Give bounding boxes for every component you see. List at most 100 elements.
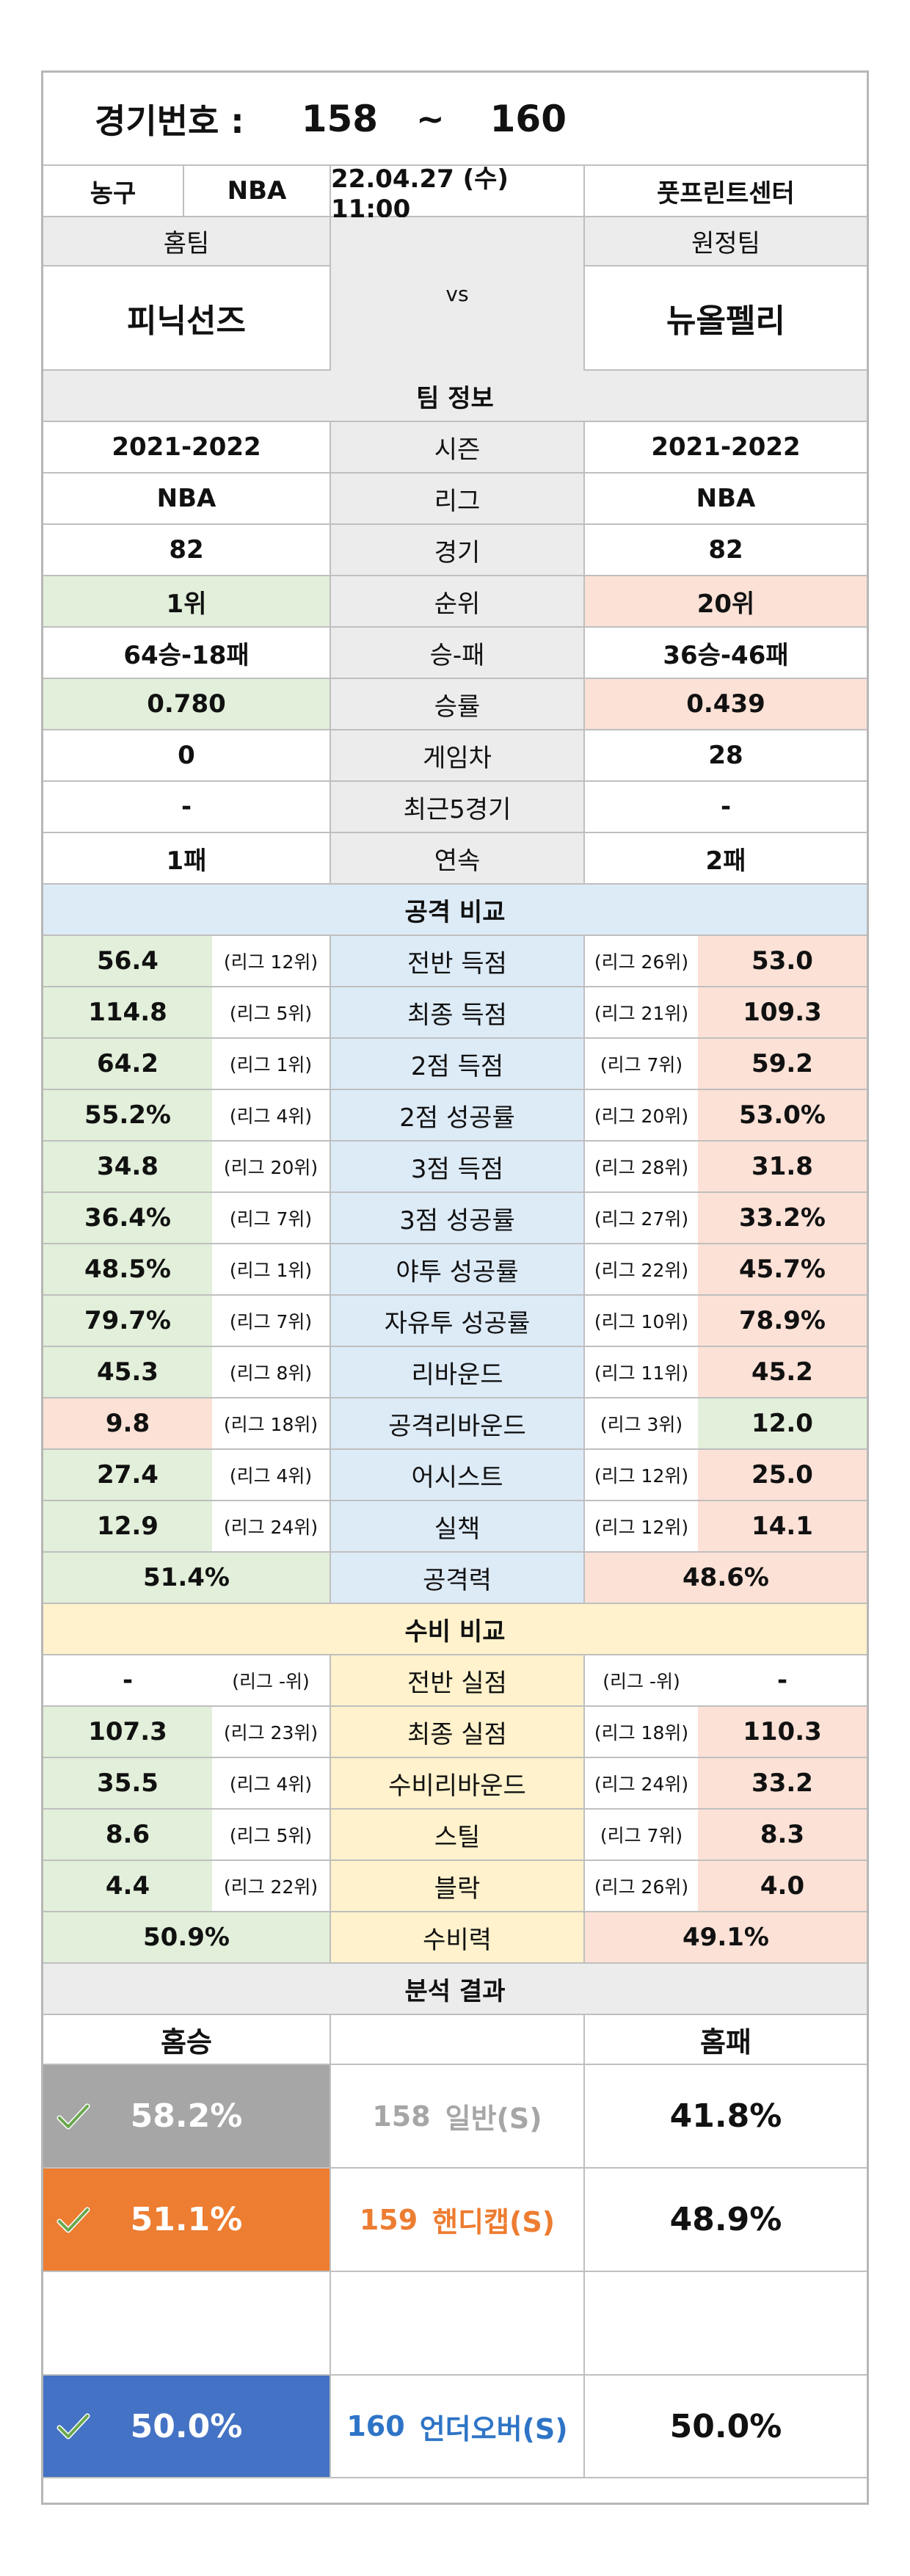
defense-total-away: 49.1% (583, 1912, 867, 1962)
vs-cell: vs (330, 217, 583, 371)
attack-home-rank: (리그 12위) (223, 951, 318, 973)
attack-row: 9.8 (리그 18위) 공격리바운드 (리그 3위) 12.0 (43, 1398, 867, 1450)
away-team-name: 뉴올펠리 (583, 266, 867, 369)
defense-row: 8.6 (리그 5위) 스틸 (리그 7위) 8.3 (43, 1810, 867, 1861)
team-info-label: 연속 (330, 833, 583, 883)
check-icon (54, 2097, 92, 2136)
attack-label: 3점 성공률 (330, 1193, 583, 1243)
attack-home-rank: (리그 5위) (229, 1003, 313, 1024)
defense-home-rank: (리그 4위) (229, 1774, 313, 1795)
match-sheet: 경기번호 :158 ~160 농구 NBA 22.04.27 (수) 11:00 풋프린트… (41, 70, 869, 2505)
defense-away-value: 33.2 (698, 1758, 867, 1808)
attack-home-rank: (리그 24위) (223, 1517, 318, 1538)
defense-away-rank: (리그 -위) (583, 1655, 698, 1705)
attack-away-value: 45.7% (698, 1244, 867, 1294)
attack-label: 2점 득점 (330, 1039, 583, 1089)
defense-home-value: - (122, 1666, 134, 1695)
analysis-row: 51.1% 159 핸디캡(S) 48.9% (43, 2169, 867, 2272)
attack-away-value: 53.0 (698, 936, 867, 986)
team-info-away: 2021-2022 (583, 422, 867, 472)
datetime-cell: 22.04.27 (수) 11:00 (330, 164, 583, 224)
attack-home-rank: (리그 7위) (229, 1208, 313, 1230)
away-label: 원정팀 (583, 217, 867, 265)
match-sep: ~ (416, 98, 445, 139)
attack-away-rank: (리그 21위) (583, 987, 698, 1037)
analysis-market-number: 159 (359, 2203, 418, 2236)
attack-away-value: 53.0% (698, 1090, 867, 1140)
team-info-row: 0 게임차 28 (43, 730, 867, 782)
defense-away-rank: (리그 24위) (583, 1758, 698, 1808)
defense-total-home: 50.9% (43, 1912, 330, 1962)
attack-away-value: 33.2% (698, 1193, 867, 1243)
attack-away-rank: (리그 3위) (583, 1398, 698, 1448)
team-info-away: - (583, 782, 867, 832)
analysis-away-value (583, 2272, 867, 2374)
defense-away-value: 8.3 (698, 1810, 867, 1860)
analysis-home-value: 51.1% (130, 2201, 243, 2238)
attack-home-rank: (리그 18위) (223, 1414, 318, 1435)
defense-row: 107.3 (리그 23위) 최종 실점 (리그 18위) 110.3 (43, 1707, 867, 1758)
analysis-home-cell: 58.2% (43, 2065, 330, 2167)
team-info-label: 경기 (330, 525, 583, 575)
attack-away-value: 45.2 (698, 1347, 867, 1397)
attack-home-value: 27.4 (43, 1450, 212, 1500)
match-number-title: 경기번호 : 158 ~160 (43, 73, 867, 164)
analysis-col-away: 홈패 (583, 2015, 867, 2064)
defense-total-row: 50.9% 수비력 49.1% (43, 1912, 867, 1964)
attack-home-rank: (리그 4위) (229, 1465, 313, 1487)
home-label: 홈팀 (43, 217, 330, 265)
attack-row: 64.2 (리그 1위) 2점 득점 (리그 7위) 59.2 (43, 1039, 867, 1090)
team-info-title-row: 팀 정보 (43, 371, 867, 422)
team-info-home: 0.780 (43, 679, 330, 729)
analysis-market-cell: 158 일반(S) (330, 2065, 583, 2167)
attack-home-rank: (리그 4위) (229, 1106, 313, 1127)
attack-away-value: 59.2 (698, 1039, 867, 1089)
team-info-home: 2021-2022 (112, 432, 261, 462)
team-info-away: 20위 (583, 576, 867, 626)
defense-row: - (리그 -위) 전반 실점 (리그 -위) - (43, 1655, 867, 1707)
team-info-home: - (181, 792, 192, 821)
team-label-row: 홈팀 원정팀 (43, 217, 867, 266)
attack-home-value: 9.8 (43, 1398, 212, 1448)
analysis-market-number: 160 (346, 2410, 405, 2442)
analysis-title-row: 분석 결과 (43, 1964, 867, 2015)
defense-label: 블락 (330, 1861, 583, 1911)
team-info-home: 1패 (166, 846, 207, 876)
analysis-market-cell (330, 2272, 583, 2374)
attack-home-value: 36.4% (43, 1193, 212, 1243)
analysis-market-name: 언더오버(S) (419, 2412, 568, 2445)
defense-row: 35.5 (리그 4위) 수비리바운드 (리그 24위) 33.2 (43, 1758, 867, 1810)
team-info-row: 1패 연속 2패 (43, 833, 867, 885)
team-info-label: 순위 (330, 576, 583, 626)
attack-away-value: 14.1 (698, 1501, 867, 1551)
attack-away-rank: (리그 11위) (583, 1347, 698, 1397)
team-info-away: 0.439 (583, 679, 867, 729)
analysis-market-number: 158 (372, 2100, 431, 2133)
defense-home-value: 4.4 (43, 1861, 212, 1911)
attack-label: 실책 (330, 1501, 583, 1551)
team-info-row: 0.780 승률 0.439 (43, 679, 867, 730)
defense-home-rank: (리그 23위) (223, 1722, 318, 1744)
attack-label: 최종 득점 (330, 987, 583, 1037)
analysis-home-value: 58.2% (130, 2097, 243, 2135)
attack-home-rank: (리그 1위) (229, 1260, 313, 1281)
attack-home-rank: (리그 7위) (229, 1311, 313, 1332)
attack-home-value: 34.8 (43, 1142, 212, 1191)
defense-label: 수비리바운드 (330, 1758, 583, 1808)
team-info-row: 1위 순위 20위 (43, 576, 867, 628)
attack-away-rank: (리그 10위) (583, 1296, 698, 1346)
attack-label: 2점 성공률 (330, 1090, 583, 1140)
attack-row: 45.3 (리그 8위) 리바운드 (리그 11위) 45.2 (43, 1347, 867, 1398)
attack-label: 자유투 성공률 (330, 1296, 583, 1346)
attack-home-value: 55.2% (43, 1090, 212, 1140)
analysis-away-value: 50.0% (583, 2376, 867, 2477)
home-team-name: 피닉선즈 (127, 302, 246, 340)
attack-home-value: 45.3 (43, 1347, 212, 1397)
analysis-market-name: 일반(S) (445, 2102, 542, 2135)
attack-home-value: 79.7% (43, 1296, 212, 1346)
analysis-market-name: 핸디캡(S) (432, 2206, 556, 2238)
team-info-away: NBA (583, 474, 867, 523)
attack-home-rank: (리그 20위) (223, 1157, 318, 1178)
match-label: 경기번호 : (95, 101, 244, 141)
attack-row: 34.8 (리그 20위) 3점 득점 (리그 28위) 31.8 (43, 1142, 867, 1193)
